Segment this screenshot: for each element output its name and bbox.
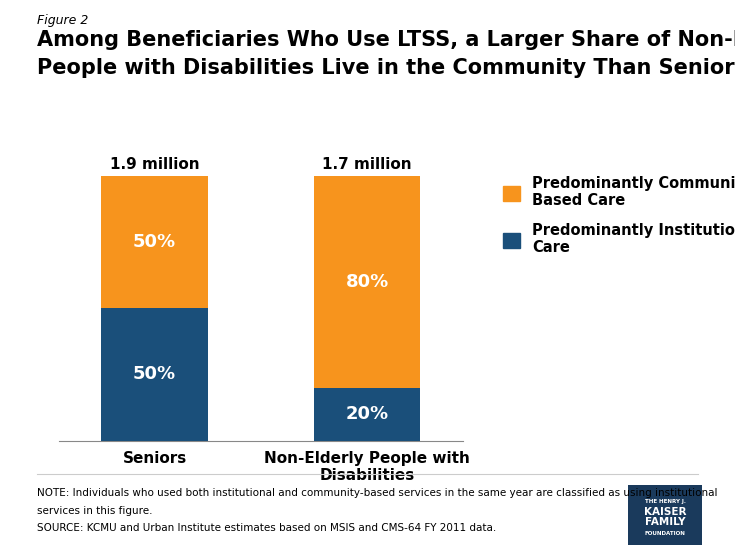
Text: 20%: 20% <box>345 406 389 423</box>
Bar <box>101 308 208 441</box>
Text: FOUNDATION: FOUNDATION <box>645 531 686 536</box>
Text: 50%: 50% <box>133 365 176 383</box>
Text: People with Disabilities Live in the Community Than Seniors: People with Disabilities Live in the Com… <box>37 58 735 78</box>
Text: Figure 2: Figure 2 <box>37 14 88 27</box>
Bar <box>314 388 420 441</box>
Text: services in this figure.: services in this figure. <box>37 506 152 516</box>
Text: SOURCE: KCMU and Urban Institute estimates based on MSIS and CMS-64 FY 2011 data: SOURCE: KCMU and Urban Institute estimat… <box>37 523 496 533</box>
Text: NOTE: Individuals who used both institutional and community-based services in th: NOTE: Individuals who used both institut… <box>37 488 717 498</box>
Text: FAMILY: FAMILY <box>645 517 686 527</box>
Bar <box>101 176 208 308</box>
Text: THE HENRY J.: THE HENRY J. <box>645 499 686 504</box>
Text: 1.7 million: 1.7 million <box>323 156 412 171</box>
Text: Among Beneficiaries Who Use LTSS, a Larger Share of Non-Elderly: Among Beneficiaries Who Use LTSS, a Larg… <box>37 30 735 50</box>
Text: 80%: 80% <box>345 273 389 290</box>
Bar <box>314 176 420 388</box>
Legend: Predominantly Community-
Based Care, Predominantly Institutional
Care: Predominantly Community- Based Care, Pre… <box>503 176 735 255</box>
Text: KAISER: KAISER <box>644 507 686 517</box>
Text: 1.9 million: 1.9 million <box>110 156 199 171</box>
Text: 50%: 50% <box>133 233 176 251</box>
